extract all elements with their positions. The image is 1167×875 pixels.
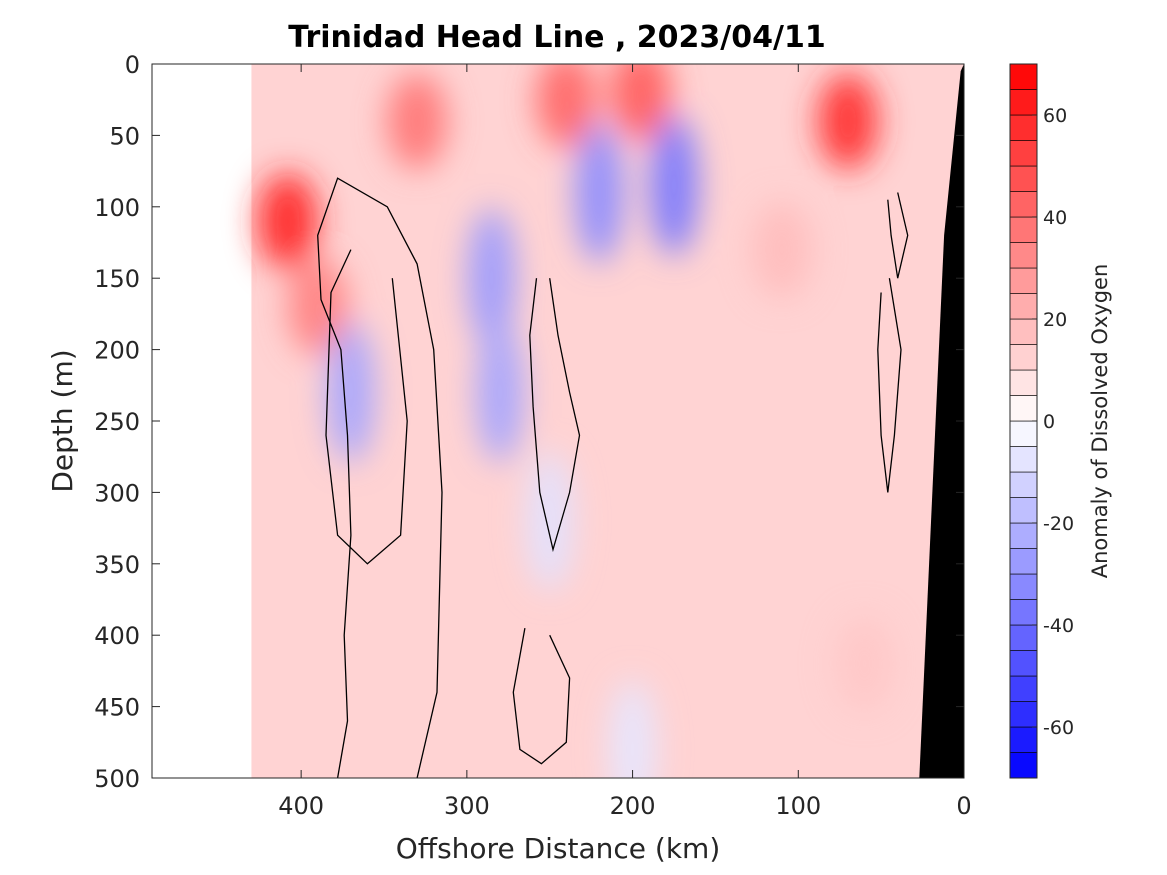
colorbar-tick-label: -60 (1043, 717, 1074, 739)
zero-contour-5 (877, 278, 902, 493)
field-feature-2 (387, 73, 448, 170)
field-blobs (257, 64, 895, 778)
zero-contour-2 (512, 627, 571, 765)
zero-contour-1 (317, 177, 443, 778)
y-tick-label: 350 (94, 551, 140, 579)
field-feature-8 (326, 322, 375, 463)
colorbar-tick-label: -40 (1043, 615, 1074, 637)
colorbar-tick-label: 20 (1043, 309, 1067, 331)
field-feature-3 (536, 64, 597, 148)
field-feature-6 (751, 201, 812, 298)
colorbar-level (1009, 267, 1038, 294)
y-tick-label: 150 (94, 265, 140, 293)
colorbar-ticks: -60 -40 -20 0 20 40 60 (1032, 105, 1074, 739)
zero-contour-0 (325, 249, 408, 565)
colorbar-level (1009, 63, 1038, 90)
colorbar-tick-label: 60 (1043, 105, 1067, 127)
y-axis: 0 50 100 150 200 250 300 350 400 450 500 (94, 51, 964, 793)
colorbar-level (1009, 344, 1038, 371)
field-feature-10 (476, 322, 524, 463)
seafloor-bathymetry (919, 64, 964, 778)
colorbar-level (1009, 624, 1038, 651)
colorbar-level (1009, 701, 1038, 728)
field-feature-11 (650, 115, 698, 256)
colorbar-level (1009, 497, 1038, 524)
field-feature-9 (467, 208, 516, 349)
colorbar-level (1009, 522, 1038, 549)
colorbar-level (1009, 573, 1038, 600)
colorbar-level (1009, 318, 1038, 345)
colorbar-level (1009, 726, 1038, 753)
x-tick-label: 300 (444, 792, 490, 820)
x-axis: 400 300 200 100 0 (278, 64, 972, 820)
colorbar-frame (1009, 63, 1038, 779)
field-feature-0 (257, 173, 318, 270)
colorbar-tick-label: -20 (1043, 513, 1074, 535)
zero-contour-4 (887, 192, 909, 279)
anomaly-field (251, 64, 964, 778)
x-axis-label: Offshore Distance (km) (396, 832, 721, 865)
y-tick-label: 300 (94, 479, 140, 507)
field-feature-5 (818, 73, 878, 170)
colorbar-level (1009, 752, 1038, 779)
chart-title: Trinidad Head Line , 2023/04/11 (288, 20, 825, 55)
colorbar-level (1009, 140, 1038, 167)
x-tick-label: 0 (956, 792, 971, 820)
colorbar-level (1009, 191, 1038, 218)
colorbar-level (1009, 395, 1038, 422)
colorbar-level (1009, 293, 1038, 320)
x-tick-label: 100 (775, 792, 821, 820)
field-feature-14 (608, 679, 657, 778)
colorbar-level (1009, 446, 1038, 473)
x-tick-label: 200 (610, 792, 656, 820)
colorbar-level (1009, 420, 1038, 447)
colorbar-level (1009, 165, 1038, 192)
colorbar-tick-label: 0 (1043, 411, 1055, 433)
y-tick-label: 50 (109, 122, 140, 150)
y-tick-label: 250 (94, 408, 140, 436)
colorbar-level (1009, 675, 1038, 702)
colorbar-level (1009, 114, 1038, 141)
field-feature-12 (575, 122, 624, 263)
zero-contour-3 (529, 278, 581, 553)
y-tick-label: 200 (94, 337, 140, 365)
colorbar-level (1009, 89, 1038, 116)
y-tick-label: 450 (94, 694, 140, 722)
colorbar-level (1009, 650, 1038, 677)
colorbar-level (1009, 216, 1038, 243)
field-feature-13 (525, 450, 574, 591)
y-tick-label: 100 (94, 194, 140, 222)
colorbar-tick-label: 40 (1043, 207, 1067, 229)
y-tick-label: 400 (94, 622, 140, 650)
colorbar-level (1009, 599, 1038, 626)
y-tick-label: 500 (94, 765, 140, 793)
y-axis-label: Depth (m) (46, 349, 79, 492)
zero-contours (317, 177, 909, 778)
colorbar-level (1009, 369, 1038, 396)
field-feature-4 (610, 64, 671, 141)
colorbar-level (1009, 548, 1038, 575)
x-tick-label: 400 (278, 792, 324, 820)
colorbar-level (1009, 242, 1038, 269)
y-tick-label: 0 (125, 51, 140, 79)
field-feature-7 (834, 615, 895, 712)
colorbar-label: Anomaly of Dissolved Oxygen (1088, 264, 1112, 579)
colorbar-level (1009, 471, 1038, 498)
